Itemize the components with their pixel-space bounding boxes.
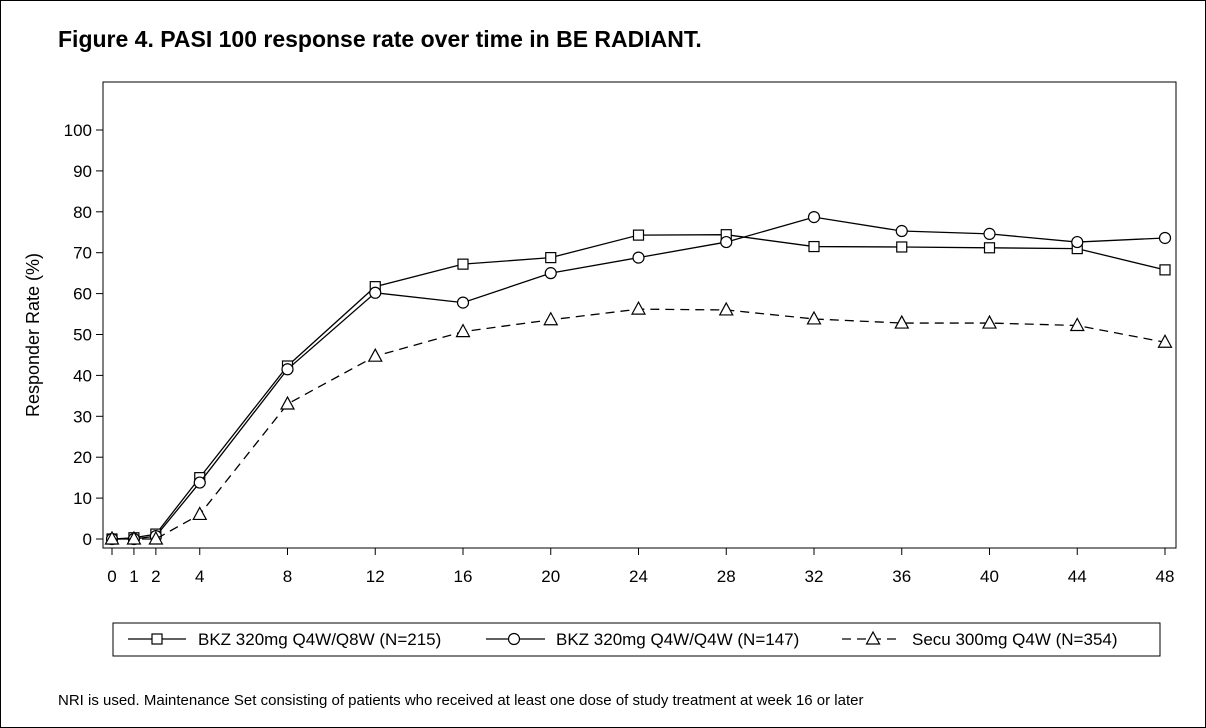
x-tick-label: 44 [1068,567,1087,586]
legend: BKZ 320mg Q4W/Q8W (N=215) BKZ 320mg Q4W/Q… [128,630,1118,649]
data-point [1159,264,1171,276]
x-tick-label: 24 [629,567,648,586]
series-circle [105,211,1172,546]
data-point [894,314,910,329]
legend-label: Secu 300mg Q4W (N=354) [912,630,1118,649]
data-point [193,476,206,489]
legend-item: BKZ 320mg Q4W/Q8W (N=215) [128,630,441,649]
data-point [630,300,647,315]
legend-marker [151,633,163,645]
y-tick-label: 90 [73,162,92,181]
x-tick-label: 2 [151,567,160,586]
data-point [544,267,557,280]
series-line [112,216,1166,540]
chart-title: Figure 4. PASI 100 response rate over ti… [58,26,702,52]
data-point [720,235,733,249]
y-tick-label: 0 [83,530,92,549]
legend-marker [865,630,881,645]
data-point [718,301,734,316]
data-point [808,240,820,253]
data-point [1071,235,1084,249]
legend-item: BKZ 320mg Q4W/Q4W (N=147) [486,630,799,649]
data-point [981,314,998,329]
legend-marker [507,632,521,646]
series-layer [104,211,1173,546]
y-axis: 0 10 20 30 40 50 60 70 80 90 100 [64,121,103,549]
y-tick-label: 10 [73,489,92,508]
data-point [104,530,120,545]
x-tick-label: 36 [892,567,911,586]
series-line [111,234,1166,540]
legend-label: BKZ 320mg Q4W/Q8W (N=215) [198,630,441,649]
legend-label: BKZ 320mg Q4W/Q4W (N=147) [556,630,799,649]
data-point [369,286,382,299]
series-square [106,229,1171,545]
series-line [112,308,1166,540]
x-tick-label: 16 [454,567,473,586]
x-tick-label: 28 [717,567,736,586]
y-tick-label: 70 [73,244,92,263]
plot-area [102,81,1177,549]
data-point [1157,334,1173,348]
y-tick-label: 40 [73,366,92,385]
y-tick-label: 30 [73,407,92,426]
data-point [983,242,996,254]
data-point [632,229,645,241]
data-point [632,251,645,264]
x-tick-label: 12 [366,567,385,586]
data-point [895,224,908,238]
x-axis: 0 1 2 4 8 12 16 20 24 28 32 36 40 44 48 [107,548,1174,586]
y-tick-label: 100 [64,121,92,140]
data-point [456,296,470,309]
data-point [807,211,821,224]
legend-box [112,622,1161,657]
x-tick-label: 1 [129,567,138,586]
y-tick-label: 80 [73,203,92,222]
data-point [192,506,208,521]
x-tick-label: 8 [283,567,292,586]
y-tick-label: 60 [73,285,92,304]
data-point [281,363,294,376]
data-point [1158,231,1172,245]
y-axis-label: Responder Rate (%) [23,253,43,417]
footnote: NRI is used. Maintenance Set consisting … [58,692,864,709]
data-point [1069,317,1085,332]
x-tick-label: 40 [980,567,999,586]
x-tick-label: 20 [541,567,560,586]
data-point [455,323,471,338]
data-point [367,347,383,362]
data-point [543,311,559,326]
x-tick-label: 4 [195,567,204,586]
data-point [457,258,469,270]
y-tick-label: 20 [73,448,92,467]
x-tick-label: 0 [107,567,116,586]
y-tick-label: 50 [73,326,92,345]
data-point [896,241,908,253]
data-point [806,310,822,325]
series-triangle [104,300,1173,545]
data-point [148,530,164,545]
data-point [279,395,296,410]
legend-item: Secu 300mg Q4W (N=354) [842,630,1118,649]
data-point [545,252,557,264]
data-point [983,227,996,240]
data-point [126,530,142,545]
x-tick-label: 32 [805,567,824,586]
x-tick-label: 48 [1156,567,1175,586]
